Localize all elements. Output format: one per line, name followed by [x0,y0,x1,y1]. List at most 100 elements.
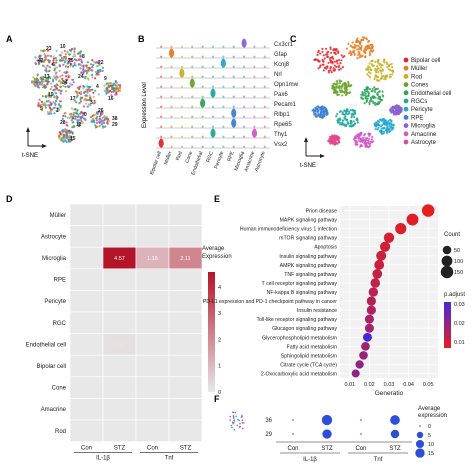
tsne-point [400,107,403,110]
tsne-point [67,62,70,65]
tsne-point [345,47,348,50]
violin-shape [191,135,194,138]
thumbnail-point [233,419,235,422]
tsne-point [95,121,98,124]
tsne-point [349,84,353,87]
tsne-point [80,60,83,63]
tsne-point [385,131,389,134]
tsne-point [73,99,76,102]
tsne-point [63,71,66,74]
tsne-point [343,84,346,87]
tsne-point [112,87,116,90]
tsne-point [364,142,367,145]
term-label: Prion disease [306,209,338,215]
cluster-id-label: 22 [98,60,104,66]
tsne-point [339,121,342,124]
tsne-point [384,129,387,132]
tsne-point [51,63,54,66]
gene-label: Rlbp1 [274,112,290,118]
panel-b-gene-labels: Cx3cr1 Gfap Kcnj8 Nrl Opn1mw Pax6 Pecam1 Rlbp1 R… [274,42,299,148]
tsne-point [318,60,321,63]
violin-shape [232,75,235,78]
tsne-point [366,47,369,50]
tsne-point [50,112,53,115]
term-dot [379,241,391,252]
tsne-point [367,92,370,95]
heatmap-value: 0.00 [81,234,92,240]
tsne-point [395,112,398,115]
tsne-point [74,55,77,58]
heatmap-value: 0.00 [81,364,92,370]
tsne-point [349,50,352,53]
tsne-point [78,102,81,105]
tsne-point [112,89,115,92]
group-label: Tnf [374,457,383,463]
tsne-point [345,124,348,128]
tsne-point [119,87,122,90]
tsne-point [360,48,363,51]
size-legend-label: 10 [428,442,434,448]
tsne-point [372,49,375,52]
panel-d-x-axis: Con STZ Con STZ IL-1β Tnf [74,446,198,462]
tsne-point [64,57,68,60]
tsne-point [336,85,339,88]
violin-shape [242,85,246,88]
tsne-point [78,87,81,90]
tsne-point [47,93,50,96]
term-label: Sphingolipid metabolism [281,353,337,359]
term-dot [372,269,383,279]
tsne-point [342,90,345,93]
cluster-id-label: 24 [78,74,84,80]
tsne-point [363,48,366,51]
tsne-point [384,119,387,122]
tsne-point [368,134,371,137]
tsne-point [326,55,329,59]
tsne-point [333,91,336,94]
tsne-point [341,94,344,97]
expression-dot [360,419,362,421]
tsne-point [374,101,377,104]
tsne-point [43,61,46,64]
violin-shape [232,145,235,148]
legend-swatch [403,57,409,63]
tsne-point [353,43,356,47]
violin-shape [160,115,163,118]
tsne-point [66,51,69,54]
thumbnail-point [243,422,245,424]
tsne-point [76,94,79,97]
violin-shape [160,135,163,138]
legend-label: Microglia [411,124,436,130]
tsne-point [349,53,352,57]
tsne-point [367,74,370,77]
tsne-point [69,82,72,85]
panel-c-axes [304,137,325,158]
tsne-point [55,97,59,100]
tsne-point [39,49,43,52]
violin-shape [231,108,237,118]
celltype-label: Bipolar cell [149,151,163,176]
violin-shape [222,125,225,128]
tsne-point [391,109,394,112]
term-label: Human immunodeficiency virus 1 infection [240,227,337,233]
tsne-point [106,91,110,94]
tsne-point [371,100,375,103]
tsne-point [116,86,119,89]
tsne-point [374,90,377,93]
violin-shape [170,95,173,98]
term-dot [355,360,364,369]
violin-shape [160,65,163,68]
tsne-point [326,65,329,68]
tsne-point [368,87,371,91]
cluster-id-label: 29 [112,122,118,128]
tsne-point [55,87,58,90]
violin-shape [180,105,184,108]
tsne-point [66,59,69,62]
heatmap-value: 0.00 [114,386,125,392]
heatmap-row-label: RPE [54,278,66,284]
tsne-point [388,63,391,66]
tsne-point [326,111,329,114]
gene-label: Nrl [274,72,282,78]
term-label: mTOR signaling pathway [279,236,337,242]
tsne-point [67,132,70,135]
